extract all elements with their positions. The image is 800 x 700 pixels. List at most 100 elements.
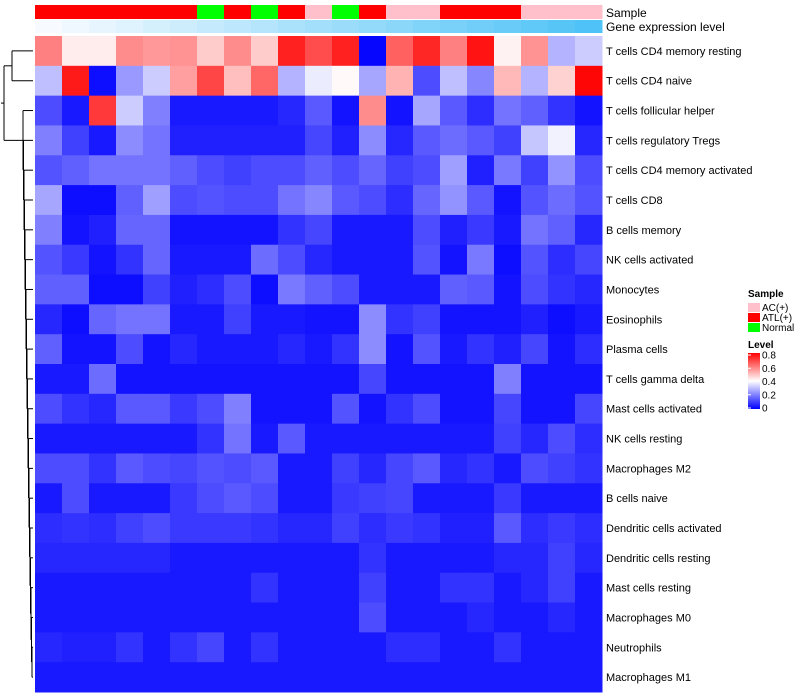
heatmap-cell (170, 513, 198, 544)
heatmap-cell (440, 513, 468, 544)
heatmap-cell (413, 65, 441, 97)
heatmap-cell (224, 274, 252, 305)
row-label: T cells CD8 (606, 195, 663, 207)
heatmap-cell (332, 274, 360, 305)
heatmap-cell (548, 513, 576, 544)
heatmap-cell (197, 185, 225, 216)
heatmap-cell (332, 364, 360, 395)
sample-legend-swatch (748, 323, 760, 332)
heatmap-cell (548, 393, 576, 425)
heatmap-cell (35, 393, 63, 425)
heatmap-cell (35, 36, 63, 67)
level-tick-label: 0.8 (762, 351, 776, 362)
heatmap-cell (521, 483, 549, 514)
heatmap-cell (278, 423, 306, 454)
heatmap-cell (332, 662, 360, 693)
heatmap-cell (548, 214, 576, 246)
gene-expression-annotation-cell (548, 20, 576, 33)
heatmap-cell (143, 542, 171, 574)
heatmap-cell (467, 602, 495, 633)
heatmap-cell (35, 542, 63, 574)
heatmap-cell (521, 214, 549, 246)
gene-expression-track-title: Gene expression level (606, 20, 725, 34)
heatmap-cell (251, 632, 279, 663)
heatmap-cell (305, 632, 333, 663)
heatmap-cell (62, 244, 90, 276)
heatmap-cell (521, 304, 549, 335)
heatmap-cell (143, 244, 171, 276)
heatmap-cell (89, 95, 117, 126)
heatmap-cell (575, 542, 603, 574)
heatmap-cell (62, 572, 90, 604)
heatmap-cell (143, 334, 171, 365)
heatmap-cell (170, 36, 198, 67)
heatmap-cell (359, 483, 387, 514)
sample-track-title: Sample (606, 6, 647, 20)
heatmap-cell (197, 602, 225, 633)
heatmap-cell (386, 244, 414, 276)
heatmap-cell (116, 36, 144, 67)
heatmap-cell (251, 36, 279, 67)
heatmap-cell (197, 542, 225, 574)
heatmap-cell (467, 513, 495, 544)
sample-annotation-cell (305, 5, 333, 19)
heatmap-cell (386, 483, 414, 514)
sample-annotation-cell (575, 5, 603, 19)
heatmap-cell (224, 244, 252, 276)
level-legend-title: Level (748, 340, 774, 351)
heatmap-cell (251, 65, 279, 97)
heatmap-cell (35, 155, 63, 186)
heatmap-cell (467, 36, 495, 67)
heatmap-cell (548, 662, 576, 693)
heatmap-cell (197, 632, 225, 663)
heatmap-cell (278, 244, 306, 276)
heatmap-cell (89, 36, 117, 67)
heatmap-cell (170, 155, 198, 186)
heatmap-cell (413, 393, 441, 425)
heatmap-cell (386, 662, 414, 693)
heatmap-cell (62, 304, 90, 335)
heatmap-cell (548, 244, 576, 276)
sample-legend-entries: AC(+)ATL(+)Normal (748, 303, 794, 334)
heatmap-cell (251, 214, 279, 246)
heatmap-cell (548, 36, 576, 67)
heatmap-cell (386, 214, 414, 246)
heatmap-cell (575, 602, 603, 633)
heatmap-cell (278, 95, 306, 126)
heatmap-cell (197, 483, 225, 514)
heatmap-cell (332, 453, 360, 484)
heatmap-cell (251, 244, 279, 276)
level-tick-label: 0 (762, 404, 768, 415)
sample-annotation-cell (170, 5, 198, 19)
heatmap-cell (143, 214, 171, 246)
heatmap-cell (332, 542, 360, 574)
heatmap-cell (278, 185, 306, 216)
level-tick-label: 0.6 (762, 364, 776, 375)
sample-annotation-cell (35, 5, 63, 19)
heatmap-cell (494, 423, 522, 454)
heatmap-cell (62, 155, 90, 186)
heatmap-cell (116, 632, 144, 663)
heatmap-cell (143, 125, 171, 156)
heatmap-cell (548, 602, 576, 633)
sample-annotation-cell (548, 5, 576, 19)
heatmap-cell (62, 95, 90, 126)
heatmap-cell (251, 364, 279, 395)
heatmap-cell (35, 364, 63, 395)
heatmap-cell (467, 95, 495, 126)
heatmap-cell (197, 364, 225, 395)
heatmap-cell (494, 125, 522, 156)
heatmap-cell (35, 304, 63, 335)
heatmap-cell (548, 334, 576, 365)
row-label: B cells memory (606, 225, 682, 237)
heatmap-cell (89, 423, 117, 454)
heatmap-cell (575, 483, 603, 514)
gene-expression-annotation-cell (575, 20, 603, 33)
heatmap-cell (197, 572, 225, 604)
heatmap-cell (413, 423, 441, 454)
heatmap-cell (305, 364, 333, 395)
heatmap-cell (224, 393, 252, 425)
heatmap-cell (386, 364, 414, 395)
heatmap-cell (332, 65, 360, 97)
heatmap-cell (440, 662, 468, 693)
